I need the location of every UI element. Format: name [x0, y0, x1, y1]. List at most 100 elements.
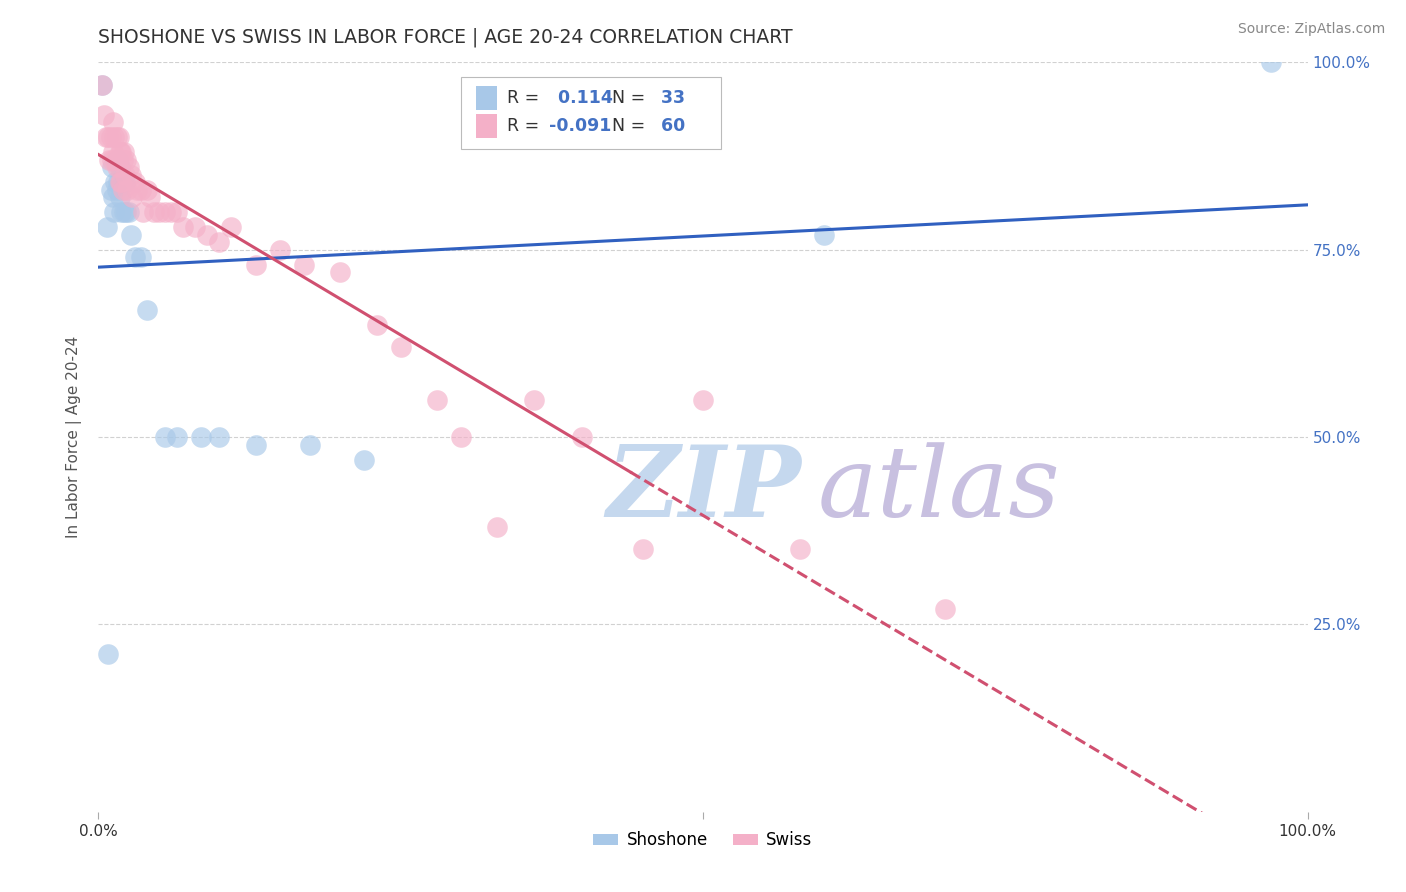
Point — [148, 205, 170, 219]
Text: R =: R = — [508, 117, 540, 135]
Point — [269, 243, 291, 257]
Point — [139, 190, 162, 204]
Point — [112, 145, 135, 160]
Point — [934, 602, 956, 616]
Point — [486, 520, 509, 534]
Point — [353, 452, 375, 467]
Point — [97, 648, 120, 662]
FancyBboxPatch shape — [461, 78, 721, 149]
Point — [115, 153, 138, 167]
Point — [153, 430, 176, 444]
Text: 33: 33 — [655, 88, 685, 107]
Text: -0.091: -0.091 — [550, 117, 612, 135]
Text: 60: 60 — [655, 117, 685, 135]
Point — [101, 115, 124, 129]
Point — [118, 161, 141, 175]
Point — [104, 153, 127, 167]
Point — [105, 153, 128, 167]
Point — [103, 205, 125, 219]
Point — [299, 437, 322, 451]
Point — [143, 205, 166, 219]
Point — [110, 145, 132, 160]
Point — [101, 145, 124, 160]
Point — [121, 190, 143, 204]
Point — [105, 130, 128, 145]
Point — [166, 205, 188, 219]
Point — [103, 130, 125, 145]
Point — [153, 205, 176, 219]
Point — [105, 161, 128, 175]
Point — [98, 153, 121, 167]
Point — [115, 205, 138, 219]
Point — [117, 183, 139, 197]
Point — [160, 205, 183, 219]
Point — [124, 175, 146, 189]
Point — [91, 78, 114, 92]
Point — [108, 145, 131, 160]
Legend: Shoshone, Swiss: Shoshone, Swiss — [586, 824, 820, 855]
Point — [245, 258, 267, 272]
Point — [108, 190, 131, 204]
Text: 0.114: 0.114 — [551, 88, 613, 107]
Point — [127, 183, 149, 197]
Point — [114, 168, 136, 182]
Point — [107, 175, 129, 189]
Point — [132, 205, 155, 219]
Point — [96, 220, 118, 235]
Point — [135, 183, 157, 197]
Point — [110, 175, 132, 189]
Point — [1260, 55, 1282, 70]
Point — [94, 130, 117, 145]
Point — [813, 227, 835, 242]
Point — [129, 183, 152, 197]
Point — [93, 108, 115, 122]
Point — [221, 220, 243, 235]
Point — [111, 183, 134, 197]
Point — [184, 220, 207, 235]
Text: atlas: atlas — [818, 442, 1060, 537]
Point — [292, 258, 315, 272]
Point — [450, 430, 472, 444]
Point — [100, 161, 122, 175]
Point — [118, 205, 141, 219]
Point — [692, 392, 714, 407]
Point — [104, 175, 127, 189]
Point — [111, 175, 134, 189]
FancyBboxPatch shape — [475, 86, 498, 110]
Point — [100, 153, 122, 167]
Point — [329, 265, 352, 279]
Point — [107, 153, 129, 167]
Point — [107, 153, 129, 167]
Point — [571, 430, 593, 444]
Point — [523, 392, 546, 407]
Point — [91, 78, 114, 92]
Point — [190, 430, 212, 444]
Point — [108, 161, 131, 175]
Point — [100, 183, 122, 197]
Point — [389, 340, 412, 354]
Point — [195, 227, 218, 242]
Point — [100, 130, 122, 145]
Point — [366, 318, 388, 332]
Point — [426, 392, 449, 407]
Point — [172, 220, 194, 235]
Point — [166, 430, 188, 444]
Text: N =: N = — [613, 88, 645, 107]
Text: ZIP: ZIP — [606, 442, 801, 538]
Text: R =: R = — [508, 88, 540, 107]
Point — [208, 235, 231, 250]
Point — [631, 542, 654, 557]
Point — [108, 175, 131, 189]
Text: SHOSHONE VS SWISS IN LABOR FORCE | AGE 20-24 CORRELATION CHART: SHOSHONE VS SWISS IN LABOR FORCE | AGE 2… — [98, 28, 793, 47]
FancyBboxPatch shape — [475, 114, 498, 138]
Point — [110, 205, 132, 219]
Point — [105, 183, 128, 197]
Point — [111, 153, 134, 167]
Point — [97, 130, 120, 145]
Point — [120, 227, 142, 242]
Text: N =: N = — [613, 117, 645, 135]
Point — [114, 175, 136, 189]
Point — [112, 205, 135, 219]
Point — [120, 168, 142, 182]
Point — [108, 130, 131, 145]
